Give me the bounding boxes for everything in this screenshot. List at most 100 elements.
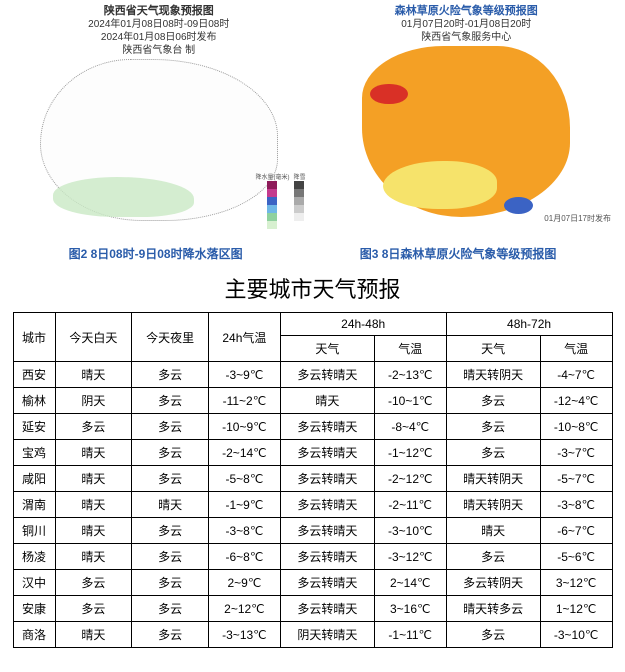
cell-weather3: 晴天转阴天 [446, 362, 540, 388]
map-left-line4: 陕西省气象台 制 [88, 44, 229, 57]
cell-temp3: -10~8℃ [540, 414, 612, 440]
cell-temp2: -3~12℃ [374, 544, 446, 570]
table-row: 咸阳晴天多云-5~8℃多云转晴天-2~12℃晴天转阴天-5~7℃ [13, 466, 612, 492]
legend-label: 降雪 [293, 172, 305, 181]
cell-weather3: 多云 [446, 544, 540, 570]
table-row: 西安晴天多云-3~9℃多云转晴天-2~13℃晴天转阴天-4~7℃ [13, 362, 612, 388]
cell-temp2: -1~12℃ [374, 440, 446, 466]
table-row: 杨凌晴天多云-6~8℃多云转晴天-3~12℃多云-5~6℃ [13, 544, 612, 570]
cell-today-day: 晴天 [55, 492, 132, 518]
table-row: 延安多云多云-10~9℃多云转晴天-8~4℃多云-10~8℃ [13, 414, 612, 440]
cell-weather2: 多云转晴天 [280, 518, 374, 544]
cell-weather2: 阴天转晴天 [280, 622, 374, 648]
legend-swatch [294, 197, 304, 205]
risk-mid-icon [383, 161, 498, 209]
table-row: 榆林阴天多云-11~2℃晴天-10~1℃多云-12~4℃ [13, 388, 612, 414]
risk-low-icon [504, 197, 533, 214]
cell-temp2: -2~12℃ [374, 466, 446, 492]
legend-swatch [267, 205, 277, 213]
map-outline-icon [40, 59, 278, 221]
col-weather2: 天气 [280, 336, 374, 362]
cell-temp24: -11~2℃ [209, 388, 281, 414]
cell-temp24: -5~8℃ [209, 466, 281, 492]
cell-today-night: 多云 [132, 596, 209, 622]
cell-weather3: 多云 [446, 622, 540, 648]
legend-swatch [294, 181, 304, 189]
cell-today-night: 多云 [132, 362, 209, 388]
col-temp2: 气温 [374, 336, 446, 362]
cell-weather2: 多云转晴天 [280, 596, 374, 622]
cell-weather2: 多云转晴天 [280, 570, 374, 596]
cell-temp3: 3~12℃ [540, 570, 612, 596]
cell-weather3: 晴天转多云 [446, 596, 540, 622]
legend-swatch [267, 189, 277, 197]
cell-today-day: 多云 [55, 414, 132, 440]
forecast-table: 城市 今天白天 今天夜里 24h气温 24h-48h 48h-72h 天气 气温… [13, 312, 613, 648]
table-row: 渭南晴天晴天-1~9℃多云转晴天-2~11℃晴天转阴天-3~8℃ [13, 492, 612, 518]
cell-temp3: -5~6℃ [540, 544, 612, 570]
cell-city: 安康 [13, 596, 55, 622]
cell-today-day: 多云 [55, 596, 132, 622]
cell-temp3: 1~12℃ [540, 596, 612, 622]
table-header-row: 城市 今天白天 今天夜里 24h气温 24h-48h 48h-72h [13, 313, 612, 336]
map-left: 陕西省天气现象预报图 2024年01月08日08时-09日08时 2024年01… [10, 4, 308, 239]
cell-today-night: 多云 [132, 388, 209, 414]
legend-swatch [294, 205, 304, 213]
cell-temp3: -6~7℃ [540, 518, 612, 544]
risk-high-icon [370, 84, 407, 105]
cell-weather3: 多云转阴天 [446, 570, 540, 596]
col-temp3: 气温 [540, 336, 612, 362]
cell-weather3: 晴天转阴天 [446, 466, 540, 492]
legend-swatch [267, 181, 277, 189]
cell-weather3: 晴天转阴天 [446, 492, 540, 518]
cell-weather2: 晴天 [280, 388, 374, 414]
page-title: 主要城市天气预报 [0, 268, 625, 312]
col-temp24: 24h气温 [209, 313, 281, 362]
cell-weather3: 多云 [446, 388, 540, 414]
col-today-night: 今天夜里 [132, 313, 209, 362]
cell-temp3: -3~10℃ [540, 622, 612, 648]
cell-weather2: 多云转晴天 [280, 492, 374, 518]
cell-weather2: 多云转晴天 [280, 440, 374, 466]
col-today-day: 今天白天 [55, 313, 132, 362]
cell-today-night: 多云 [132, 466, 209, 492]
cell-temp2: -8~4℃ [374, 414, 446, 440]
cell-today-night: 晴天 [132, 492, 209, 518]
map-right-line3: 陕西省气象服务中心 [395, 31, 538, 44]
map-right-canvas: 01月07日17时发布 [318, 46, 616, 226]
map-left-line3: 2024年01月08日06时发布 [88, 31, 229, 44]
cell-today-day: 晴天 [55, 362, 132, 388]
cell-today-day: 晴天 [55, 518, 132, 544]
cell-weather3: 多云 [446, 440, 540, 466]
legend-swatch [294, 213, 304, 221]
cell-weather2: 多云转晴天 [280, 466, 374, 492]
cell-weather2: 多云转晴天 [280, 362, 374, 388]
legend-label: 降水量(毫米) [255, 172, 289, 181]
cell-temp2: -1~11℃ [374, 622, 446, 648]
table-row: 安康多云多云2~12℃多云转晴天3~16℃晴天转多云1~12℃ [13, 596, 612, 622]
cell-temp3: -3~8℃ [540, 492, 612, 518]
map-left-title: 陕西省天气现象预报图 [88, 4, 229, 18]
cell-today-day: 多云 [55, 570, 132, 596]
cell-city: 延安 [13, 414, 55, 440]
legend-swatch [267, 221, 277, 229]
cell-city: 西安 [13, 362, 55, 388]
cell-temp24: -2~14℃ [209, 440, 281, 466]
cell-city: 宝鸡 [13, 440, 55, 466]
map-right-title: 森林草原火险气象等级预报图 [395, 4, 538, 18]
cell-weather3: 晴天 [446, 518, 540, 544]
table-row: 宝鸡晴天多云-2~14℃多云转晴天-1~12℃多云-3~7℃ [13, 440, 612, 466]
cell-temp3: -4~7℃ [540, 362, 612, 388]
map-left-line2: 2024年01月08日08时-09日08时 [88, 18, 229, 31]
cell-today-night: 多云 [132, 518, 209, 544]
cell-temp24: 2~12℃ [209, 596, 281, 622]
cell-temp2: 2~14℃ [374, 570, 446, 596]
cell-temp2: -10~1℃ [374, 388, 446, 414]
cell-today-day: 晴天 [55, 544, 132, 570]
cell-temp3: -3~7℃ [540, 440, 612, 466]
fire-risk-map-icon [362, 46, 570, 217]
cell-city: 杨凌 [13, 544, 55, 570]
legend-swatch [267, 213, 277, 221]
cell-today-night: 多云 [132, 570, 209, 596]
map-left-legend: 降水量(毫米) 降雪 [255, 172, 305, 229]
